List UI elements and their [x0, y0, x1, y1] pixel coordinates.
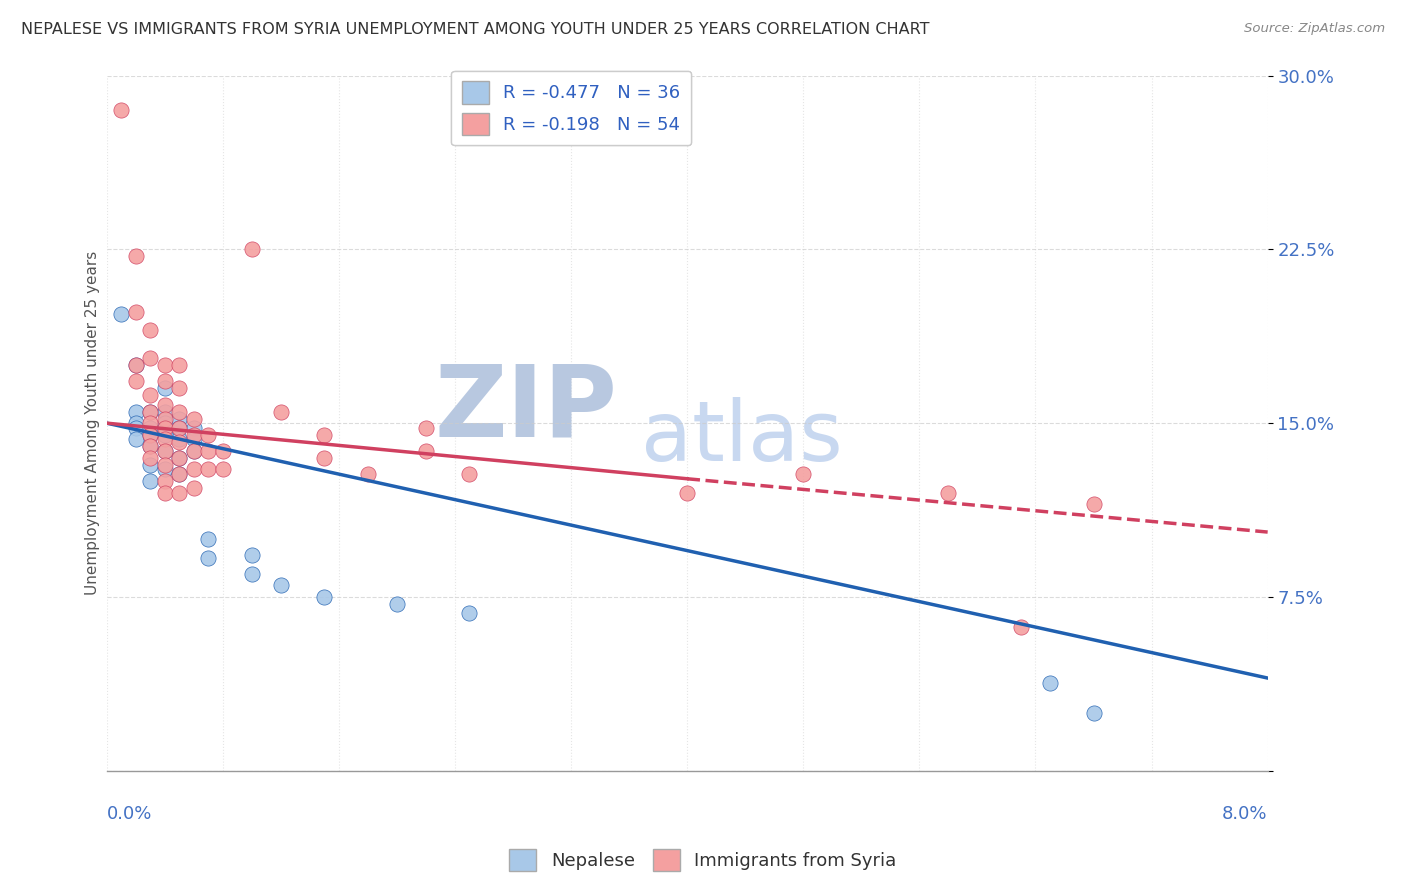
Point [183, 411, 205, 425]
Point [314, 427, 336, 442]
Point [792, 467, 814, 482]
Point [110, 103, 132, 118]
Point [415, 421, 437, 435]
Point [125, 358, 148, 372]
Point [415, 444, 437, 458]
Legend: Nepalese, Immigrants from Syria: Nepalese, Immigrants from Syria [502, 842, 904, 879]
Point [167, 485, 190, 500]
Point [211, 462, 233, 476]
Point [125, 375, 148, 389]
Point [676, 485, 699, 500]
Point [167, 450, 190, 465]
Point [153, 444, 176, 458]
Point [125, 305, 148, 319]
Point [183, 433, 205, 447]
Point [183, 421, 205, 435]
Point [125, 358, 148, 372]
Point [167, 404, 190, 418]
Point [153, 427, 176, 442]
Point [167, 434, 190, 449]
Point [385, 597, 408, 611]
Point [183, 444, 205, 458]
Y-axis label: Unemployment Among Youth under 25 years: Unemployment Among Youth under 25 years [86, 251, 100, 595]
Point [197, 444, 219, 458]
Point [167, 421, 190, 435]
Point [197, 550, 219, 565]
Point [110, 307, 132, 321]
Point [167, 450, 190, 465]
Point [139, 388, 162, 402]
Point [125, 421, 148, 435]
Point [153, 398, 176, 412]
Point [139, 458, 162, 472]
Point [167, 411, 190, 425]
Point [153, 433, 176, 447]
Point [153, 474, 176, 488]
Point [1039, 675, 1062, 690]
Point [153, 485, 176, 500]
Point [153, 458, 176, 472]
Text: 8.0%: 8.0% [1222, 805, 1268, 823]
Point [153, 404, 176, 418]
Point [139, 404, 162, 418]
Point [139, 474, 162, 488]
Point [458, 467, 481, 482]
Point [240, 548, 263, 562]
Point [153, 462, 176, 476]
Point [183, 481, 205, 495]
Point [167, 467, 190, 482]
Point [167, 381, 190, 395]
Legend: R = -0.477   N = 36, R = -0.198   N = 54: R = -0.477 N = 36, R = -0.198 N = 54 [451, 70, 692, 145]
Point [139, 427, 162, 442]
Point [314, 450, 336, 465]
Point [139, 439, 162, 453]
Point [139, 427, 162, 442]
Point [183, 427, 205, 442]
Point [938, 485, 960, 500]
Text: Source: ZipAtlas.com: Source: ZipAtlas.com [1244, 22, 1385, 36]
Point [125, 404, 148, 418]
Point [139, 416, 162, 430]
Point [139, 421, 162, 435]
Point [240, 243, 263, 257]
Point [183, 444, 205, 458]
Point [183, 462, 205, 476]
Point [270, 404, 292, 418]
Point [458, 606, 481, 620]
Point [125, 433, 148, 447]
Point [139, 323, 162, 337]
Point [125, 249, 148, 263]
Point [1083, 706, 1105, 720]
Point [153, 421, 176, 435]
Point [167, 433, 190, 447]
Point [139, 404, 162, 418]
Text: ZIP: ZIP [434, 360, 617, 458]
Point [357, 467, 380, 482]
Text: 0.0%: 0.0% [107, 805, 152, 823]
Point [270, 578, 292, 592]
Point [153, 416, 176, 430]
Text: NEPALESE VS IMMIGRANTS FROM SYRIA UNEMPLOYMENT AMONG YOUTH UNDER 25 YEARS CORREL: NEPALESE VS IMMIGRANTS FROM SYRIA UNEMPL… [21, 22, 929, 37]
Point [314, 590, 336, 604]
Point [1083, 497, 1105, 511]
Point [197, 427, 219, 442]
Point [167, 421, 190, 435]
Point [167, 467, 190, 482]
Point [1010, 620, 1032, 634]
Point [240, 566, 263, 581]
Point [153, 444, 176, 458]
Point [153, 381, 176, 395]
Point [139, 439, 162, 453]
Point [153, 375, 176, 389]
Point [153, 411, 176, 425]
Text: atlas: atlas [641, 397, 842, 477]
Point [167, 358, 190, 372]
Point [197, 532, 219, 546]
Point [125, 416, 148, 430]
Point [139, 450, 162, 465]
Point [197, 462, 219, 476]
Point [153, 358, 176, 372]
Point [211, 444, 233, 458]
Point [139, 351, 162, 366]
